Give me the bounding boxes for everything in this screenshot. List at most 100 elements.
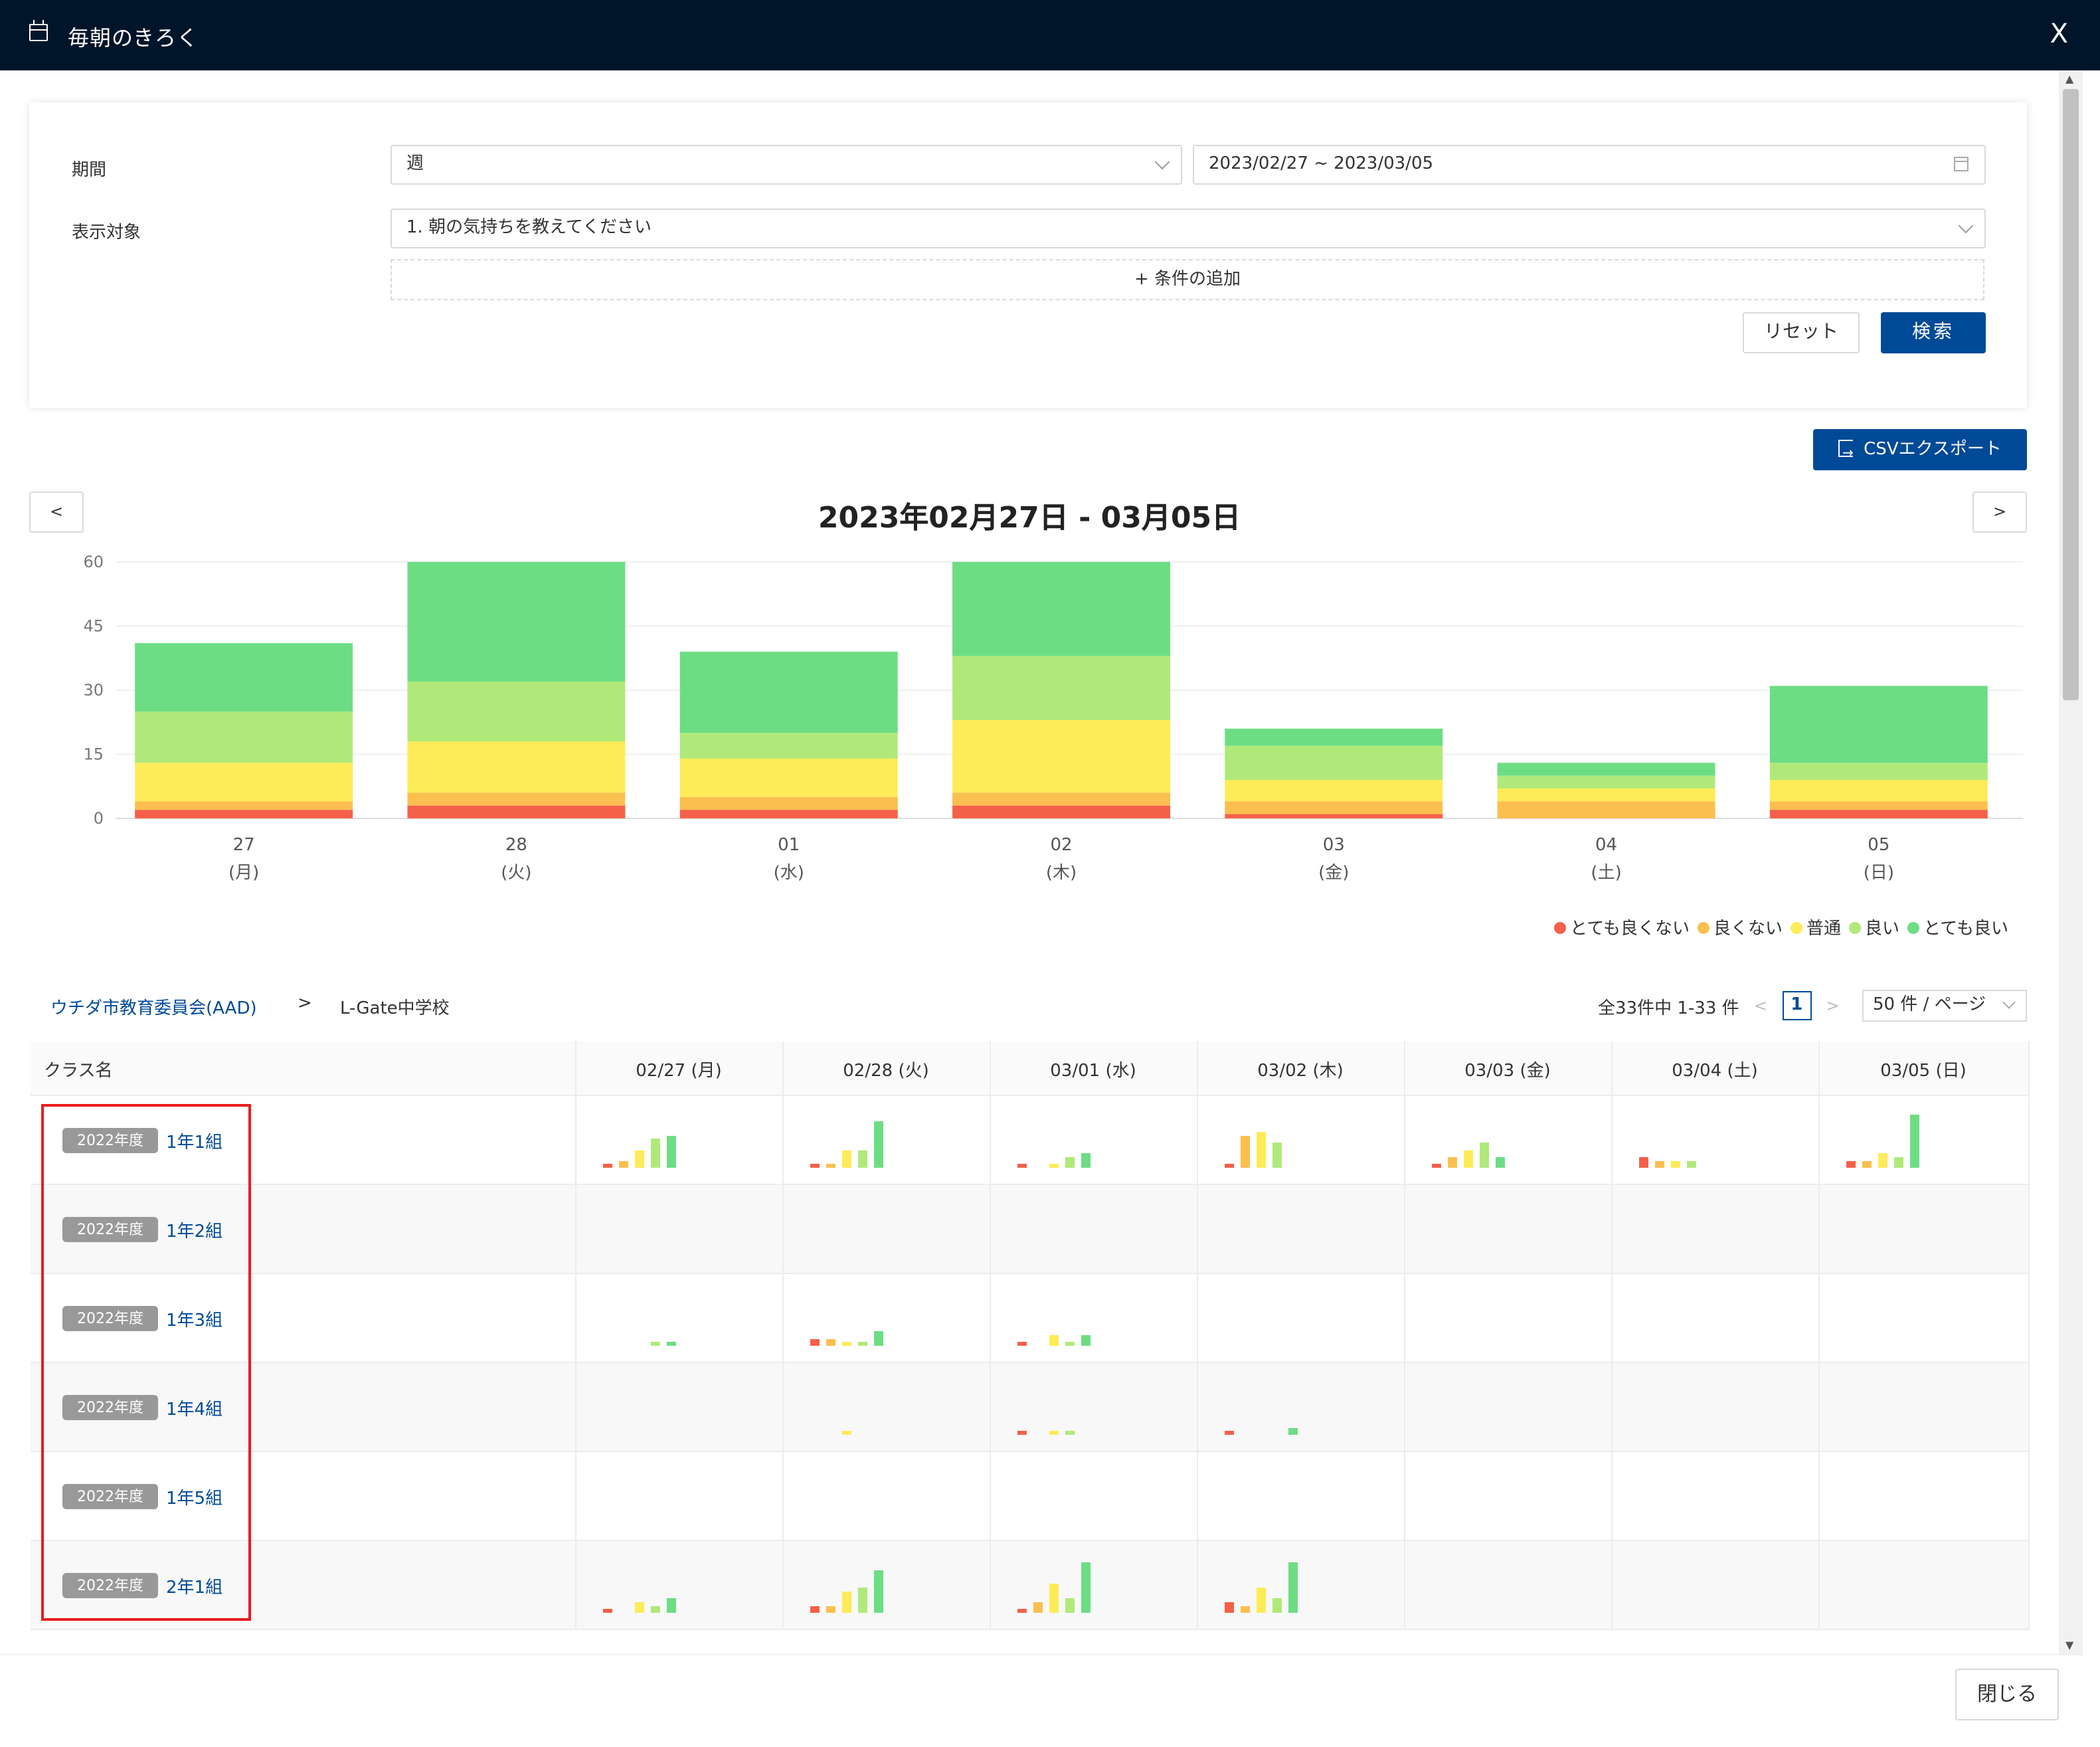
day-cell	[1818, 1095, 2029, 1185]
day-cell	[575, 1184, 783, 1274]
class-link[interactable]: 1年5組	[166, 1489, 223, 1509]
bar-segment[interactable]	[679, 796, 898, 810]
bar-segment[interactable]	[1497, 763, 1715, 776]
mini-bar	[666, 1342, 675, 1346]
mini-bar	[1479, 1143, 1488, 1168]
mini-bar	[1224, 1164, 1233, 1168]
scroll-down-icon[interactable]: ▼	[2065, 1639, 2074, 1651]
bar-segment[interactable]	[135, 801, 353, 810]
next-week-button[interactable]: >	[1972, 492, 2027, 533]
mini-bar	[1909, 1114, 1919, 1168]
window-title: 毎朝のきろく	[68, 25, 199, 50]
bar-segment[interactable]	[1769, 810, 1988, 818]
day-cell	[1404, 1095, 1612, 1185]
mini-bar	[1065, 1156, 1074, 1168]
mini-bar	[1224, 1431, 1233, 1435]
class-link[interactable]: 1年4組	[166, 1400, 223, 1420]
bar-segment[interactable]	[952, 562, 1170, 656]
period-select[interactable]: 週	[391, 145, 1182, 185]
bar-segment[interactable]	[679, 810, 898, 818]
pagination-prev[interactable]: <	[1753, 996, 1768, 1015]
bar-segment[interactable]	[407, 805, 626, 818]
mini-bar	[618, 1160, 628, 1168]
csv-export-label: CSVエクスポート	[1864, 440, 2002, 460]
mini-bar	[666, 1135, 675, 1168]
day-cell	[782, 1451, 990, 1541]
bar-segment[interactable]	[1225, 801, 1443, 814]
day-cell	[782, 1362, 990, 1452]
pagination-page-1[interactable]: 1	[1782, 991, 1812, 1020]
csv-export-button[interactable]: CSVエクスポート	[1813, 429, 2027, 474]
class-name-cell: 2022年度 1年5組	[31, 1451, 576, 1541]
bar-segment[interactable]	[952, 720, 1170, 793]
page-size-select[interactable]: 50 件 / ページ	[1862, 990, 2027, 1022]
legend-label: とても良い	[1923, 919, 2008, 939]
target-select[interactable]: 1. 朝の気持ちを教えてください	[391, 209, 1986, 248]
class-link[interactable]: 1年3組	[166, 1311, 223, 1331]
day-cell	[1611, 1451, 1819, 1541]
search-button[interactable]: 検索	[1881, 312, 1986, 353]
date-range-picker[interactable]: 2023/02/27 ~ 2023/03/05	[1193, 145, 1986, 185]
mini-bar	[873, 1331, 883, 1346]
bar-segment[interactable]	[135, 643, 353, 712]
bar-segment[interactable]	[679, 758, 898, 797]
bar-segment[interactable]	[679, 733, 898, 759]
legend-dot-icon	[1791, 922, 1802, 934]
class-link[interactable]: 2年1組	[166, 1578, 223, 1598]
reset-button[interactable]: リセット	[1743, 312, 1860, 353]
bar-segment[interactable]	[1497, 788, 1715, 802]
bar-segment[interactable]	[1769, 780, 1988, 802]
day-cell	[575, 1362, 783, 1452]
bar-segment[interactable]	[407, 562, 626, 682]
bar-segment[interactable]	[952, 805, 1170, 818]
breadcrumb-root-link[interactable]: ウチダ市教育委員会(AAD)	[50, 999, 257, 1019]
day-header: 03/05 (日)	[1818, 1042, 2029, 1096]
prev-week-button[interactable]: <	[29, 492, 84, 533]
mini-bar	[1081, 1562, 1090, 1613]
bar-segment[interactable]	[1769, 686, 1988, 763]
bar-segment[interactable]	[1225, 780, 1443, 802]
legend-item: 良い	[1849, 914, 1899, 939]
bar-segment[interactable]	[1497, 775, 1715, 788]
class-link[interactable]: 1年2組	[166, 1222, 223, 1242]
scrollbar-thumb[interactable]	[2063, 89, 2079, 700]
legend-label: とても良くない	[1570, 919, 1690, 939]
bar-segment[interactable]	[952, 792, 1170, 806]
bar-segment[interactable]	[1497, 801, 1715, 818]
bar-segment[interactable]	[135, 763, 353, 802]
mini-bar	[841, 1342, 851, 1346]
scroll-up-icon[interactable]: ▲	[2065, 73, 2074, 85]
day-cell	[1818, 1451, 2029, 1541]
day-cell	[1611, 1362, 1819, 1452]
class-name-header: クラス名	[31, 1042, 576, 1096]
day-cell	[1197, 1362, 1405, 1452]
mini-bar	[1447, 1156, 1456, 1168]
bar-segment[interactable]	[1225, 728, 1443, 746]
day-cell	[782, 1273, 990, 1363]
bar-segment[interactable]	[407, 792, 626, 806]
pagination-next[interactable]: >	[1826, 996, 1840, 1015]
day-cell	[990, 1451, 1197, 1541]
x-tick-label: 02	[1050, 835, 1072, 855]
close-button[interactable]: 閉じる	[1955, 1669, 2059, 1720]
bar-segment[interactable]	[679, 652, 898, 733]
bar-segment[interactable]	[952, 656, 1170, 721]
filter-panel: 期間 週 2023/02/27 ~ 2023/03/05 表示対象 1. 朝の気…	[29, 102, 2027, 408]
add-condition-button[interactable]: + 条件の追加	[391, 259, 1984, 300]
vertical-scrollbar[interactable]: ▲ ▼	[2059, 70, 2083, 1654]
bar-segment[interactable]	[1769, 801, 1988, 810]
class-link[interactable]: 1年1組	[166, 1133, 223, 1153]
bar-segment[interactable]	[407, 741, 626, 793]
bar-segment[interactable]	[1225, 745, 1443, 781]
mini-bar	[650, 1606, 659, 1613]
day-cell	[1404, 1273, 1612, 1363]
x-tick-label: 28	[505, 835, 527, 855]
bar-segment[interactable]	[1769, 763, 1988, 781]
bar-segment[interactable]	[1225, 814, 1443, 818]
close-icon[interactable]: X	[2050, 17, 2068, 49]
bar-segment[interactable]	[135, 810, 353, 818]
day-cell	[575, 1095, 783, 1185]
bar-segment[interactable]	[407, 682, 626, 742]
day-cell	[1404, 1362, 1612, 1452]
bar-segment[interactable]	[135, 711, 353, 763]
